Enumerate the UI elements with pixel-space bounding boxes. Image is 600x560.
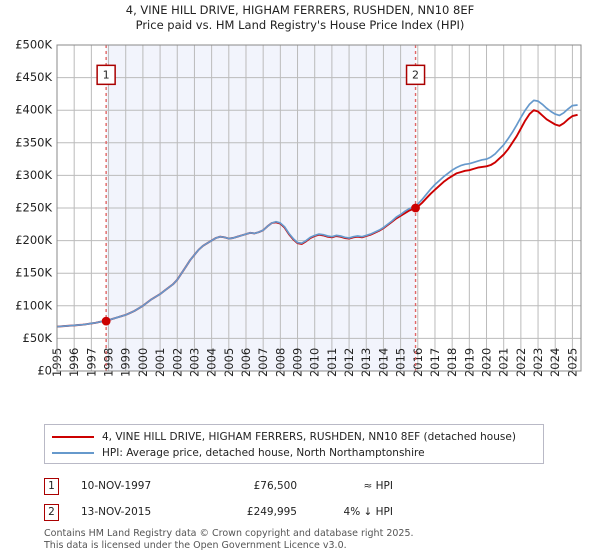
table-row: 2 13-NOV-2015 £249,995 4% ↓ HPI bbox=[44, 499, 564, 525]
svg-text:£300K: £300K bbox=[15, 168, 52, 182]
svg-text:2004: 2004 bbox=[205, 348, 219, 377]
marker-badge bbox=[405, 64, 426, 86]
sale-point bbox=[411, 203, 420, 213]
svg-text:2005: 2005 bbox=[222, 348, 236, 377]
svg-text:£150K: £150K bbox=[15, 266, 52, 280]
svg-text:1: 1 bbox=[103, 68, 110, 81]
svg-text:£100K: £100K bbox=[15, 298, 52, 312]
footer-attribution: Contains HM Land Registry data © Crown c… bbox=[44, 528, 584, 551]
chart-plot-area: 1995 1996 1997 1998 1999 2000 2001 2002 2003 2004… bbox=[15, 38, 582, 378]
svg-text:2014: 2014 bbox=[376, 348, 390, 377]
transaction-date-1: 10-NOV-1997 bbox=[81, 480, 152, 492]
svg-text:£200K: £200K bbox=[15, 233, 52, 247]
svg-text:2025: 2025 bbox=[565, 348, 579, 377]
svg-text:2003: 2003 bbox=[187, 348, 201, 377]
svg-text:2020: 2020 bbox=[480, 348, 494, 377]
legend-label-property: 4, VINE HILL DRIVE, HIGHAM FERRERS, RUSH… bbox=[102, 431, 516, 443]
transaction-date-2: 13-NOV-2015 bbox=[81, 506, 152, 518]
svg-text:1999: 1999 bbox=[119, 348, 133, 377]
transactions-table: 1 10-NOV-1997 £76,500 ≈ HPI 2 13-NOV-201… bbox=[44, 473, 564, 525]
svg-text:£250K: £250K bbox=[15, 201, 52, 215]
chart-subtitle: Price paid vs. HM Land Registry's House … bbox=[135, 18, 465, 32]
page-title: 4, VINE HILL DRIVE, HIGHAM FERRERS, RUSH… bbox=[125, 3, 475, 17]
svg-text:2001: 2001 bbox=[153, 348, 167, 377]
svg-text:£400K: £400K bbox=[15, 103, 52, 117]
svg-text:1997: 1997 bbox=[84, 348, 98, 377]
footer-line-2: This data is licensed under the Open Gov… bbox=[44, 539, 347, 551]
svg-text:2012: 2012 bbox=[342, 348, 356, 377]
svg-text:2015: 2015 bbox=[394, 348, 408, 377]
svg-text:1996: 1996 bbox=[67, 348, 81, 377]
transaction-hpi-relative-2: 4% ↓ HPI bbox=[343, 506, 393, 518]
transaction-price-1: £76,500 bbox=[253, 480, 297, 492]
svg-text:2006: 2006 bbox=[239, 348, 253, 377]
series-line-hpi bbox=[56, 99, 578, 328]
chart-legend: 4, VINE HILL DRIVE, HIGHAM FERRERS, RUSH… bbox=[44, 424, 544, 464]
svg-text:2000: 2000 bbox=[136, 348, 150, 377]
legend-item-hpi: HPI: Average price, detached house, Nort… bbox=[52, 445, 536, 461]
svg-text:2: 2 bbox=[412, 68, 419, 81]
svg-text:2016: 2016 bbox=[411, 348, 425, 377]
svg-text:2010: 2010 bbox=[308, 348, 322, 377]
transaction-hpi-relative-1: ≈ HPI bbox=[363, 480, 393, 492]
svg-text:2011: 2011 bbox=[325, 348, 339, 377]
svg-text:2021: 2021 bbox=[497, 348, 511, 377]
legend-swatch-hpi bbox=[52, 452, 94, 454]
svg-text:1998: 1998 bbox=[102, 348, 116, 377]
svg-text:2022: 2022 bbox=[514, 348, 528, 377]
transaction-price-2: £249,995 bbox=[246, 506, 297, 518]
legend-item-property: 4, VINE HILL DRIVE, HIGHAM FERRERS, RUSH… bbox=[52, 429, 536, 445]
svg-text:2002: 2002 bbox=[170, 348, 184, 377]
svg-text:2024: 2024 bbox=[548, 348, 562, 377]
svg-text:2007: 2007 bbox=[256, 348, 270, 377]
chart-title-block: 4, VINE HILL DRIVE, HIGHAM FERRERS, RUSH… bbox=[0, 3, 600, 33]
svg-text:£350K: £350K bbox=[15, 135, 52, 149]
legend-label-hpi: HPI: Average price, detached house, Nort… bbox=[102, 447, 425, 459]
svg-text:2023: 2023 bbox=[531, 348, 545, 377]
svg-text:2019: 2019 bbox=[462, 348, 476, 377]
svg-text:£450K: £450K bbox=[15, 70, 52, 84]
transaction-badge-2: 2 bbox=[44, 503, 59, 521]
sale-point bbox=[101, 316, 111, 326]
marker-badge bbox=[96, 64, 116, 86]
svg-text:2013: 2013 bbox=[359, 348, 373, 377]
svg-text:2017: 2017 bbox=[428, 348, 442, 377]
svg-text:£0: £0 bbox=[37, 364, 52, 378]
svg-text:£50K: £50K bbox=[23, 331, 53, 345]
svg-text:2009: 2009 bbox=[291, 348, 305, 377]
footer-line-1: Contains HM Land Registry data © Crown c… bbox=[44, 528, 414, 539]
svg-text:2018: 2018 bbox=[445, 348, 459, 377]
transaction-badge-1: 1 bbox=[44, 477, 59, 495]
legend-swatch-property bbox=[52, 436, 94, 438]
svg-text:2008: 2008 bbox=[273, 348, 287, 377]
table-row: 1 10-NOV-1997 £76,500 ≈ HPI bbox=[44, 473, 564, 499]
svg-text:£500K: £500K bbox=[15, 38, 52, 52]
